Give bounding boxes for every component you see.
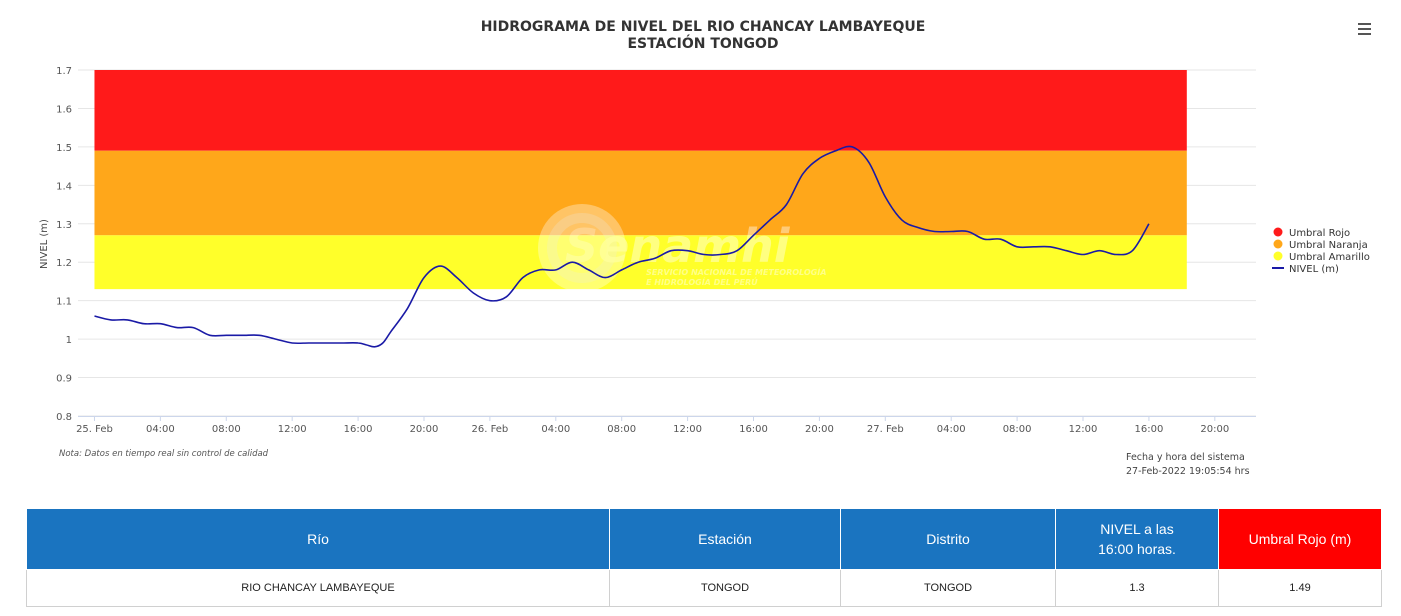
watermark-tagline-1: SERVICIO NACIONAL DE METEOROLOGÍA (646, 266, 826, 277)
chart-title: HIDROGRAMA DE NIVEL DEL RIO CHANCAY LAMB… (481, 19, 926, 35)
series-line-nivel[interactable] (94, 145, 1150, 348)
header-estacion: Estación (609, 508, 841, 570)
watermark-brand: Senamhi (565, 219, 791, 273)
threshold-bands (94, 70, 1187, 290)
hydrograph-chart: HIDROGRAMA DE NIVEL DEL RIO CHANCAY LAMB… (39, 19, 1370, 477)
table-row: RIO CHANCAY LAMBAYEQUE TONGOD TONGOD 1.3… (26, 569, 1382, 607)
y-tick-label: 1.4 (56, 181, 72, 192)
x-tick-label: 27. Feb (867, 424, 904, 435)
system-time-value: 27-Feb-2022 19:05:54 hrs (1126, 466, 1250, 477)
series-layer (94, 145, 1150, 348)
x-tick-label: 16:00 (344, 424, 373, 435)
x-tick-label: 12:00 (1069, 424, 1098, 435)
header-rio: Río (26, 508, 610, 570)
header-umbral-rojo: Umbral Rojo (m) (1218, 508, 1382, 570)
x-tick-label: 08:00 (607, 424, 636, 435)
cell-nivel: 1.3 (1055, 569, 1219, 607)
legend-marker-amarillo (1273, 251, 1283, 261)
legend-item-umbral-amarillo[interactable]: Umbral Amarillo (1273, 251, 1370, 264)
x-tick-label: 12:00 (278, 424, 307, 435)
hamburger-menu-icon[interactable] (1352, 20, 1376, 40)
data-quality-note: Nota: Datos en tiempo real sin control d… (59, 449, 269, 459)
y-axis-title: NIVEL (m) (39, 219, 50, 269)
band-umbral-naranja (94, 150, 1187, 236)
y-axis-ticks: 0.8 0.9 1 1.1 1.2 1.3 1.4 1.5 1.6 1.7 (56, 66, 72, 423)
x-tick-label: 04:00 (937, 424, 966, 435)
y-tick-label: 1 (66, 335, 72, 346)
x-tick-label: 04:00 (146, 424, 175, 435)
band-umbral-rojo (94, 70, 1187, 151)
y-tick-label: 1.2 (56, 258, 72, 269)
legend-item-umbral-rojo[interactable]: Umbral Rojo (1273, 227, 1351, 240)
chart-area: HIDROGRAMA DE NIVEL DEL RIO CHANCAY LAMB… (39, 19, 1376, 477)
senamhi-watermark: Senamhi SERVICIO NACIONAL DE METEOROLOGÍ… (538, 204, 826, 292)
system-time-label: Fecha y hora del sistema (1126, 452, 1245, 463)
x-tick-label: 25. Feb (76, 424, 113, 435)
legend-label-nivel: NIVEL (m) (1289, 264, 1339, 275)
legend-label-naranja: Umbral Naranja (1289, 240, 1368, 251)
x-tick-label: 16:00 (739, 424, 768, 435)
header-nivel-line1: NIVEL a las (1100, 521, 1174, 537)
sun-logo-icon (538, 204, 626, 292)
table-header-row: Río Estación Distrito NIVEL a las 16:00 h… (26, 508, 1382, 570)
header-nivel-line2: 16:00 horas. (1098, 541, 1176, 557)
legend-marker-rojo (1273, 227, 1283, 237)
cell-estacion: TONGOD (609, 569, 841, 607)
y-tick-label: 1.6 (56, 104, 72, 115)
header-distrito: Distrito (840, 508, 1056, 570)
y-tick-label: 0.8 (56, 412, 72, 423)
x-tick-label: 20:00 (805, 424, 834, 435)
x-tick-label: 20:00 (1200, 424, 1229, 435)
legend-marker-naranja (1273, 239, 1283, 249)
y-tick-label: 0.9 (56, 374, 72, 385)
cell-distrito: TONGOD (840, 569, 1056, 607)
cell-umbral: 1.49 (1218, 569, 1382, 607)
x-tick-label: 16:00 (1134, 424, 1163, 435)
x-axis-ticks: 25. Feb 04:00 08:00 12:00 16:00 20:00 26. Feb 0… (76, 416, 1229, 435)
x-tick-label: 04:00 (541, 424, 570, 435)
y-tick-label: 1.3 (56, 220, 72, 231)
cell-rio: RIO CHANCAY LAMBAYEQUE (26, 569, 610, 607)
watermark-tagline-2: E HIDROLOGÍA DEL PERÚ (646, 276, 758, 287)
chart-subtitle: ESTACIÓN TONGOD (627, 34, 778, 52)
legend-item-nivel[interactable]: NIVEL (m) (1272, 264, 1339, 275)
legend-item-umbral-naranja[interactable]: Umbral Naranja (1273, 239, 1368, 252)
legend-label-amarillo: Umbral Amarillo (1289, 252, 1370, 263)
x-tick-label: 20:00 (410, 424, 439, 435)
station-table: Río Estación Distrito NIVEL a las 16:00 h… (26, 508, 1382, 607)
header-nivel: NIVEL a las 16:00 horas. (1055, 508, 1219, 570)
x-tick-label: 08:00 (212, 424, 241, 435)
y-tick-label: 1.7 (56, 66, 72, 77)
x-tick-label: 26. Feb (471, 424, 508, 435)
y-tick-label: 1.1 (56, 297, 72, 308)
x-tick-label: 08:00 (1003, 424, 1032, 435)
y-tick-label: 1.5 (56, 143, 72, 154)
legend-label-rojo: Umbral Rojo (1289, 228, 1350, 239)
legend: Umbral Rojo Umbral Naranja Umbral Amaril… (1272, 227, 1370, 275)
x-tick-label: 12:00 (673, 424, 702, 435)
